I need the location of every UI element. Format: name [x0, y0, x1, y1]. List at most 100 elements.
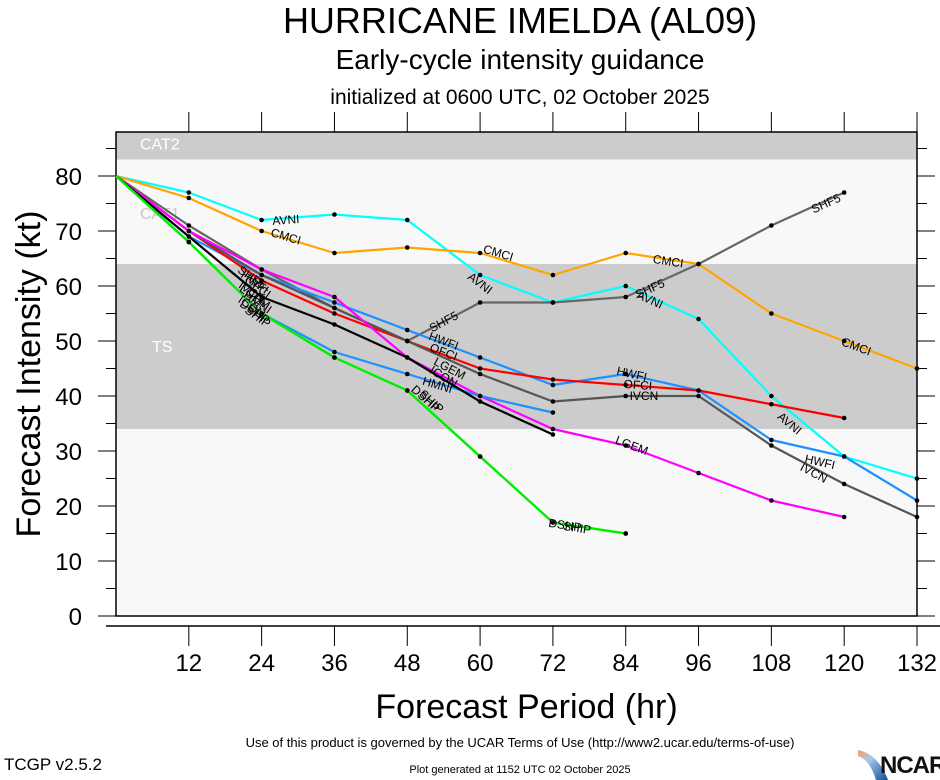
data-point-avni: [623, 283, 629, 289]
x-tick-label: 36: [321, 650, 348, 677]
ncar-logo-icon: [858, 750, 888, 780]
series-label-ofci: OFCI: [623, 377, 653, 393]
ncar-logo-text: NCAR: [880, 752, 940, 779]
series-label-cmci: CMCI: [652, 252, 684, 270]
data-point-ofci: [696, 388, 701, 393]
data-point-ofci: [477, 366, 483, 371]
data-point-ivcn: [404, 338, 410, 344]
data-point-ship: [404, 388, 410, 393]
data-point-hwfi: [477, 355, 483, 360]
data-point-ofci: [332, 311, 337, 316]
data-point-cmci: [550, 272, 556, 278]
y-tick-label: 40: [55, 384, 82, 411]
data-point-avni: [769, 393, 774, 399]
band-label-ts: TS: [152, 339, 172, 356]
data-point-hwfi: [550, 382, 556, 388]
data-point-ofci: [623, 382, 629, 388]
data-point-hmni: [404, 371, 410, 377]
y-axis-label: Forecast Intensity (kt): [10, 211, 48, 538]
data-point-cmci: [623, 250, 629, 256]
data-point-lgem: [332, 294, 337, 300]
data-point-avni: [259, 217, 264, 223]
series-label-avni: AVNI: [272, 212, 300, 228]
data-point-lgem: [841, 514, 847, 520]
x-tick-label: 24: [248, 650, 275, 677]
series-label-dshp: DSHP: [548, 516, 583, 535]
data-point-ofci: [550, 377, 556, 382]
series-label-ship: SHIP: [562, 519, 592, 537]
y-tick-label: 0: [69, 604, 82, 631]
data-point-shf5: [841, 190, 847, 195]
data-point-hwfi: [332, 300, 337, 305]
series-label-hwfi: HWFI: [803, 452, 836, 472]
series-line-ship: [115, 175, 626, 535]
data-point-ivcn: [696, 393, 701, 399]
data-point-ofci: [841, 415, 847, 421]
data-point-shf5: [623, 294, 629, 300]
x-axis-label: Forecast Period (hr): [375, 688, 677, 726]
x-tick-label: 120: [824, 650, 864, 677]
data-point-icon: [332, 322, 337, 327]
x-tick-label: 48: [394, 650, 421, 677]
data-point-lgem: [623, 443, 629, 448]
x-tick-label: 96: [685, 650, 712, 677]
data-point-cmci: [404, 245, 410, 250]
data-point-ofci: [259, 278, 264, 283]
data-point-ofci: [769, 401, 774, 407]
data-point-ship: [186, 239, 192, 245]
x-tick-label: 132: [897, 650, 937, 677]
data-point-cmci: [914, 366, 920, 371]
chart-subtitle: Early-cycle intensity guidance: [335, 44, 705, 75]
data-point-avni: [696, 316, 701, 322]
data-point-hwfi: [769, 437, 774, 443]
background-below-ts: [116, 429, 917, 616]
data-point-cmci: [259, 228, 264, 234]
data-point-lgem: [696, 470, 701, 476]
x-tick-label: 108: [751, 650, 791, 677]
data-point-ship: [332, 355, 337, 360]
data-point-icon: [186, 234, 192, 239]
data-point-ivcn: [550, 399, 556, 404]
data-point-icon: [550, 432, 556, 437]
band-cat2: [116, 132, 917, 160]
data-point-icon: [404, 355, 410, 360]
data-point-icon: [259, 294, 264, 300]
y-tick-label: 50: [55, 329, 82, 356]
data-point-shf5: [186, 223, 192, 228]
data-point-ivcn: [841, 481, 847, 487]
x-tick-label: 84: [612, 650, 639, 677]
chart-init-time: initialized at 0600 UTC, 02 October 2025: [330, 86, 710, 109]
data-point-hwfi: [841, 454, 847, 459]
band-label-cat2: CAT2: [140, 137, 180, 154]
series-label-ivcn: IVCN: [630, 389, 659, 403]
y-tick-label: 70: [55, 219, 82, 246]
data-point-cmci: [769, 311, 774, 316]
series-line-ivcn: [115, 175, 918, 519]
x-tick-label: 12: [175, 650, 202, 677]
data-point-ship: [259, 311, 264, 316]
plot-frame: [115, 131, 918, 617]
y-tick-label: 80: [55, 164, 82, 191]
data-point-ivcn: [477, 371, 483, 377]
data-point-lgem: [769, 498, 774, 503]
data-point-ivcn: [623, 393, 629, 399]
band-cat1: [116, 159, 917, 264]
data-point-shf5: [550, 300, 556, 305]
data-point-lgem: [259, 267, 264, 272]
data-point-icon: [477, 399, 483, 404]
data-point-shf5: [696, 261, 701, 267]
data-point-shf5: [477, 300, 483, 305]
data-point-avni: [186, 190, 192, 195]
chart-title: HURRICANE IMELDA (AL09): [282, 0, 758, 41]
data-point-avni: [477, 272, 483, 278]
data-point-cmci: [841, 338, 847, 344]
data-point-ship: [623, 531, 629, 536]
data-point-lgem: [550, 426, 556, 432]
data-point-avni: [404, 217, 410, 223]
data-point-ivcn: [914, 514, 920, 520]
data-point-avni: [332, 212, 337, 217]
data-point-hwfi: [914, 498, 920, 503]
data-point-ship: [477, 454, 483, 459]
data-point-hmni: [332, 349, 337, 355]
plot-generated-time: Plot generated at 1152 UTC 02 October 20…: [409, 764, 631, 776]
